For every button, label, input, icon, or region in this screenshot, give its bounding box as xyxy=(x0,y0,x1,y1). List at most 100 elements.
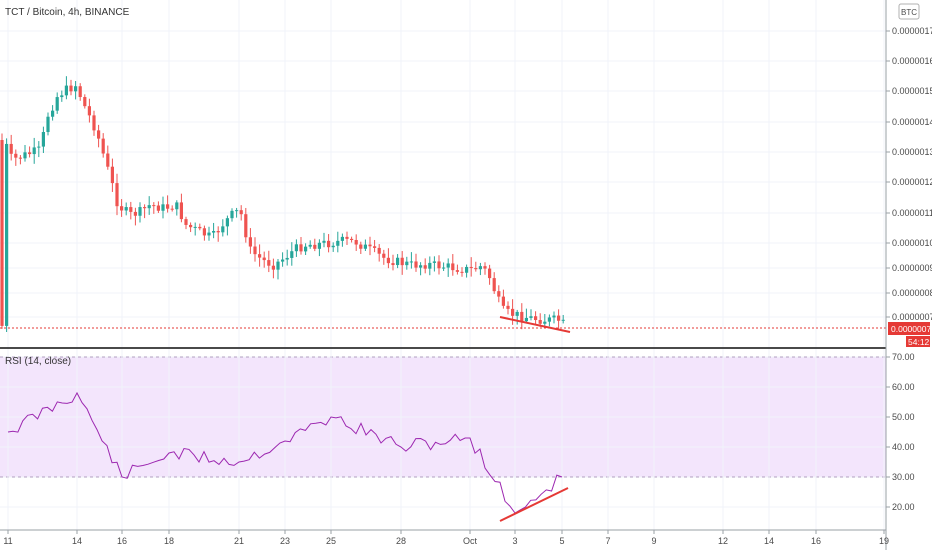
candle-body xyxy=(202,228,206,236)
rsi-tick-label: 30.00 xyxy=(892,472,915,482)
currency-badge[interactable]: BTC xyxy=(898,3,920,20)
candle-body xyxy=(391,263,395,266)
price-tick-label: 0.00000170 xyxy=(892,26,932,36)
candle-body xyxy=(184,219,188,225)
candle-body xyxy=(359,244,363,249)
candle-body xyxy=(92,115,96,131)
rsi-trendline xyxy=(499,487,569,522)
price-trendline xyxy=(499,316,571,333)
candle-body xyxy=(488,268,492,279)
pane-separator[interactable] xyxy=(0,347,886,349)
candle-body xyxy=(373,246,377,248)
rsi-title: RSI (14, close) xyxy=(5,356,71,367)
candle-body xyxy=(331,245,335,248)
symbol-title: TCT / Bitcoin, 4h, BINANCE xyxy=(5,7,130,18)
candle-body xyxy=(225,218,229,227)
candle-body xyxy=(175,202,179,210)
candle-body xyxy=(419,265,423,268)
candle-body xyxy=(221,226,225,233)
currency-badge-label: BTC xyxy=(901,8,917,17)
candle-body xyxy=(262,257,266,261)
candle-body xyxy=(161,204,165,211)
candle-body xyxy=(294,244,298,252)
candle-body xyxy=(501,296,505,306)
candle-body xyxy=(290,251,294,258)
candle-body xyxy=(377,247,381,254)
candle-body xyxy=(207,232,211,236)
candle-body xyxy=(432,261,436,263)
time-tick-label: 25 xyxy=(326,536,336,546)
price-tick-label: 0.00000076 xyxy=(892,312,932,322)
candle-body xyxy=(28,152,32,155)
price-tick-label: 0.00000092 xyxy=(892,263,932,273)
candle-body xyxy=(156,205,160,211)
candle-body xyxy=(327,240,331,248)
candle-body xyxy=(350,238,354,240)
price-tick-label: 0.00000130 xyxy=(892,147,932,157)
candle-body xyxy=(285,257,289,260)
candle-body xyxy=(469,266,473,269)
rsi-axis[interactable]: 70.00 60.00 50.00 40.00 30.00 20.00 xyxy=(886,352,915,512)
candle-body xyxy=(455,270,459,272)
candle-body xyxy=(138,207,142,216)
candle-body xyxy=(561,319,565,321)
candle-body xyxy=(198,226,202,229)
time-tick-label: 14 xyxy=(764,536,774,546)
candle-body xyxy=(368,244,372,247)
time-tick-label: 12 xyxy=(718,536,728,546)
candle-body xyxy=(313,244,317,249)
candle-body xyxy=(354,239,358,245)
candle-body xyxy=(230,210,234,219)
candle-body xyxy=(166,204,170,209)
candle-body xyxy=(32,147,36,155)
time-tick-label: 23 xyxy=(280,536,290,546)
candle-body xyxy=(69,85,73,92)
candle-body xyxy=(258,254,262,258)
rsi-tick-label: 40.00 xyxy=(892,442,915,452)
time-tick-label: 14 xyxy=(72,536,82,546)
candle-body xyxy=(110,166,114,184)
candle-body xyxy=(400,257,404,266)
candle-body xyxy=(133,211,137,216)
price-axis[interactable]: 0.00000170 0.00000160 0.00000150 0.00000140… xyxy=(886,26,932,322)
candle-body xyxy=(451,263,455,271)
last-price-marker: 0.00000072 54:12 xyxy=(888,322,932,347)
candle-body xyxy=(193,226,197,228)
time-axis[interactable]: 11 14 16 18 21 23 25 28 Oct 3 5 7 9 12 14 16 19 xyxy=(3,530,889,546)
candle-body xyxy=(147,205,151,209)
candle-body xyxy=(478,266,482,270)
candle-body xyxy=(308,244,312,247)
time-tick-label: 19 xyxy=(879,536,889,546)
candle-body xyxy=(143,207,147,209)
time-tick-label: 5 xyxy=(559,536,564,546)
candle-body xyxy=(409,261,413,263)
price-tick-label: 0.00000140 xyxy=(892,117,932,127)
candle-body xyxy=(497,291,501,297)
candle-body xyxy=(239,210,243,215)
candle-body xyxy=(74,86,78,92)
candle-body xyxy=(267,260,271,266)
candle-body xyxy=(271,265,275,270)
time-tick-label: 3 xyxy=(512,536,517,546)
candle-body xyxy=(405,261,409,266)
candle-body xyxy=(524,317,528,322)
time-tick-label: Oct xyxy=(463,536,478,546)
candle-body xyxy=(78,86,82,98)
candle-body xyxy=(14,153,18,158)
candle-body xyxy=(0,140,4,326)
price-tick-label: 0.00000084 xyxy=(892,288,932,298)
candle-body xyxy=(235,210,239,212)
grid-lines xyxy=(0,0,886,530)
candle-body xyxy=(18,157,22,159)
time-tick-label: 18 xyxy=(164,536,174,546)
candle-body xyxy=(437,261,441,269)
candle-body xyxy=(152,205,156,207)
candle-body xyxy=(51,110,55,117)
candlestick-series xyxy=(0,76,565,332)
candle-body xyxy=(340,236,344,241)
candle-body xyxy=(317,242,321,249)
candle-body xyxy=(276,261,280,270)
rsi-line xyxy=(7,391,563,514)
last-price-countdown: 54:12 xyxy=(908,337,930,347)
